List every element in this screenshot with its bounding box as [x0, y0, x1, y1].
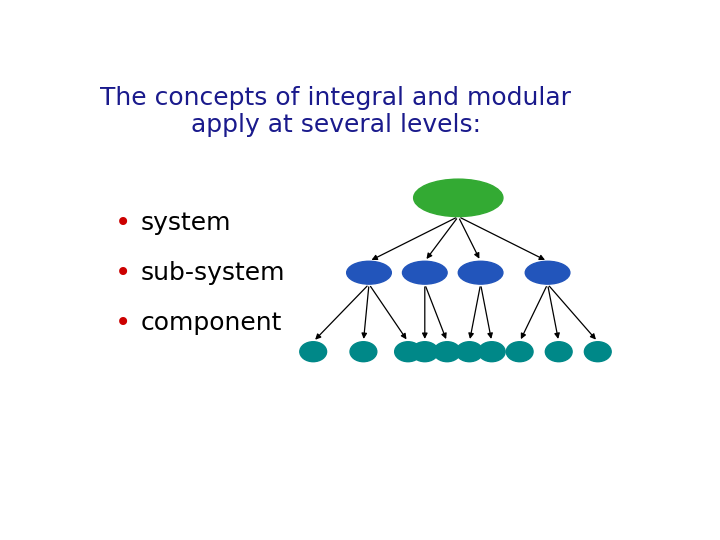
Ellipse shape	[395, 342, 421, 362]
Ellipse shape	[478, 342, 505, 362]
Ellipse shape	[458, 261, 503, 284]
Ellipse shape	[347, 261, 392, 284]
Text: •: •	[115, 209, 132, 237]
Ellipse shape	[402, 261, 447, 284]
Ellipse shape	[414, 179, 503, 217]
Ellipse shape	[350, 342, 377, 362]
Ellipse shape	[585, 342, 611, 362]
Text: •: •	[115, 259, 132, 287]
Text: system: system	[140, 211, 230, 235]
Ellipse shape	[433, 342, 461, 362]
Ellipse shape	[545, 342, 572, 362]
Ellipse shape	[525, 261, 570, 284]
Text: component: component	[140, 310, 282, 335]
Text: The concepts of integral and modular
apply at several levels:: The concepts of integral and modular app…	[100, 85, 571, 137]
Text: sub-system: sub-system	[140, 261, 284, 285]
Ellipse shape	[506, 342, 533, 362]
Ellipse shape	[411, 342, 438, 362]
Text: •: •	[115, 308, 132, 336]
Ellipse shape	[300, 342, 327, 362]
Ellipse shape	[456, 342, 483, 362]
